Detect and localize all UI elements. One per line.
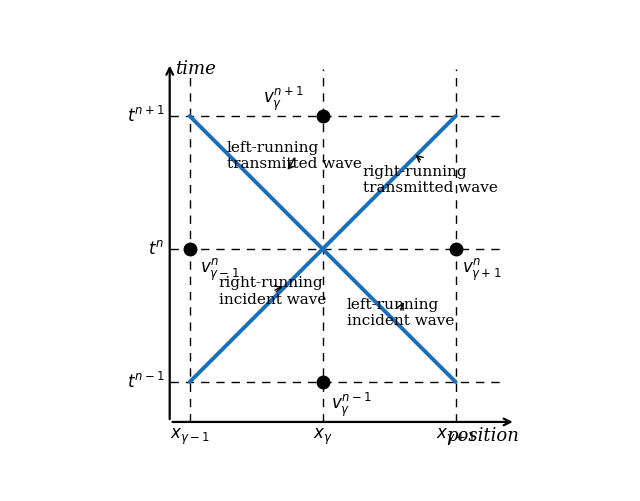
Text: $t^{n}$: $t^{n}$ — [148, 240, 164, 258]
Text: $v^{n-1}_{\gamma}$: $v^{n-1}_{\gamma}$ — [331, 390, 371, 419]
Text: left-running
transmitted wave: left-running transmitted wave — [227, 141, 362, 171]
Text: $v^{n}_{\gamma-1}$: $v^{n}_{\gamma-1}$ — [200, 257, 240, 284]
Text: right-running
incident wave: right-running incident wave — [219, 277, 326, 307]
Text: $x_{\gamma+1}$: $x_{\gamma+1}$ — [436, 427, 476, 447]
Text: $v^{n+1}_{\gamma}$: $v^{n+1}_{\gamma}$ — [264, 85, 304, 113]
Text: $t^{n-1}$: $t^{n-1}$ — [127, 372, 164, 392]
Text: $v^{n}_{\gamma+1}$: $v^{n}_{\gamma+1}$ — [462, 257, 502, 284]
Text: $t^{n+1}$: $t^{n+1}$ — [127, 106, 164, 126]
Text: $x_{\gamma-1}$: $x_{\gamma-1}$ — [170, 427, 209, 447]
Text: time: time — [175, 60, 216, 78]
Text: right-running
transmitted wave: right-running transmitted wave — [363, 156, 497, 195]
Text: $x_{\gamma}$: $x_{\gamma}$ — [313, 427, 333, 447]
Text: left-running
incident wave: left-running incident wave — [347, 298, 454, 328]
Text: position: position — [447, 427, 520, 445]
